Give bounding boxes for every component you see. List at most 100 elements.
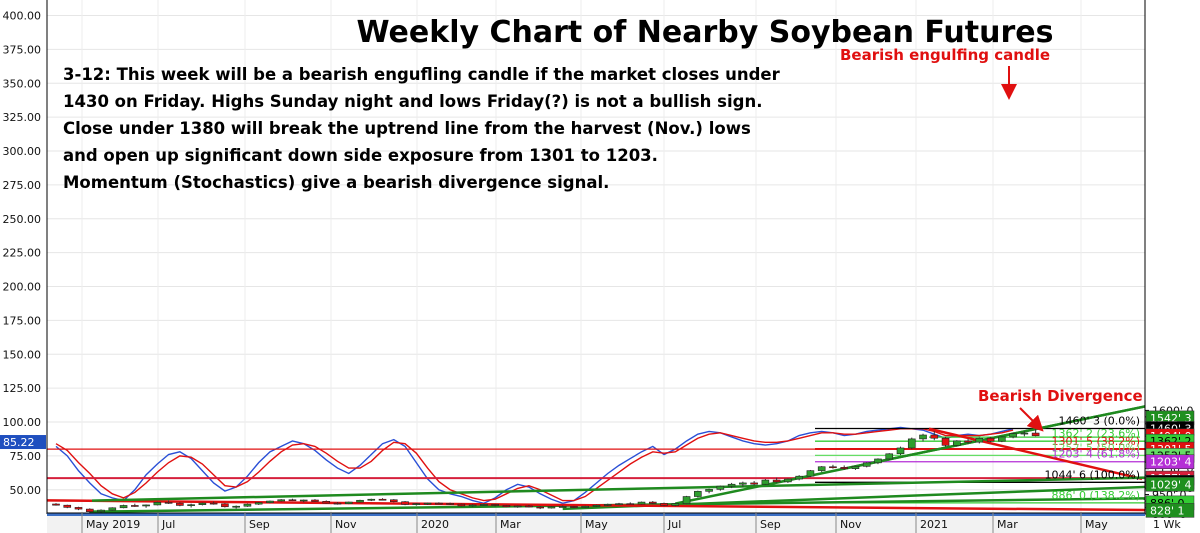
time-tick-label: Mar xyxy=(500,518,521,531)
left-tick-label: 300.00 xyxy=(3,145,42,158)
candle-body xyxy=(423,502,432,505)
candle-body xyxy=(311,499,319,502)
candle-body xyxy=(558,506,567,508)
right-axis: 1600' 01550' 01500' 01450' 01400' 01350'… xyxy=(1144,0,1195,521)
candle-body xyxy=(491,504,499,506)
candle-body xyxy=(840,467,849,469)
trend-line-harvest xyxy=(843,405,1145,470)
candle-body xyxy=(1009,433,1017,438)
price-tag-label: 1203' 4 xyxy=(1150,456,1192,469)
time-axis-strip xyxy=(47,513,1145,533)
candle-body xyxy=(119,505,128,509)
candle-body xyxy=(716,485,725,490)
candle-body xyxy=(446,503,454,505)
candle-body xyxy=(1031,432,1040,437)
candle-body xyxy=(513,505,522,508)
text-layer: 1460' 3 (0.0%)1362' 2 (23.6%)1301' 5 (38… xyxy=(63,15,1143,502)
left-tick-label: 150.00 xyxy=(3,348,42,361)
fib-level-label: 1301' 5 (38.2%) xyxy=(1051,435,1140,448)
candle-body xyxy=(412,503,421,505)
stochastic-d-line xyxy=(55,428,1014,502)
candle-body xyxy=(998,436,1006,442)
candle-body xyxy=(378,498,387,501)
note-line: Momentum (Stochastics) give a bearish di… xyxy=(63,173,609,192)
candle-body xyxy=(1020,432,1029,435)
candle-body xyxy=(266,500,274,503)
candle-body xyxy=(288,499,297,502)
candle-body xyxy=(74,507,83,510)
candle-body xyxy=(333,502,342,505)
candle-body xyxy=(592,504,601,507)
candle-body xyxy=(547,506,556,509)
candle-body xyxy=(885,453,894,460)
candle-body xyxy=(468,504,477,507)
candle-body xyxy=(806,470,815,477)
time-tick-label: Sep xyxy=(760,518,781,531)
candle-body xyxy=(671,503,680,506)
candle-body xyxy=(525,505,533,508)
candle-body xyxy=(615,503,623,505)
candle-body xyxy=(108,507,117,511)
candle-body xyxy=(277,499,286,502)
candle-body xyxy=(772,479,781,483)
candle-body xyxy=(457,503,466,507)
candle-body xyxy=(142,504,150,507)
left-tick-label: 325.00 xyxy=(3,111,42,124)
candle-body xyxy=(63,504,72,508)
candle-body xyxy=(862,462,871,467)
candle-body xyxy=(153,502,162,506)
candle-body xyxy=(603,504,612,506)
candle-body xyxy=(322,501,331,504)
candle-body xyxy=(986,437,995,442)
candle-body xyxy=(626,503,635,505)
time-tick-label: May 2019 xyxy=(86,518,140,531)
left-tick-label: 400.00 xyxy=(3,10,42,23)
candle-body xyxy=(660,503,668,506)
time-tick-label: Jul xyxy=(667,518,681,531)
price-tag xyxy=(1145,477,1195,492)
candle-body xyxy=(694,491,702,497)
candle-body xyxy=(187,504,195,506)
fib-level-label: 1044' 6 (100.0%) xyxy=(1044,468,1140,481)
left-tick-label: 125.00 xyxy=(3,382,42,395)
candle-body xyxy=(435,502,443,505)
candle-body xyxy=(176,502,184,506)
candle-body xyxy=(131,505,139,507)
candle-body xyxy=(941,437,950,446)
left-tick-label: 275.00 xyxy=(3,179,42,192)
candle-body xyxy=(570,506,578,508)
candle-body xyxy=(761,479,770,485)
fib-level-label: 1362' 2 (23.6%) xyxy=(1051,427,1140,440)
candle-body xyxy=(739,482,747,485)
left-tick-label: 100.00 xyxy=(3,416,42,429)
candle-body xyxy=(536,506,544,509)
candle-body xyxy=(480,504,488,506)
candle-body xyxy=(874,458,882,464)
candle-body xyxy=(232,505,240,508)
fib-level-label: 1252' 5 (50.0%) xyxy=(1051,441,1140,454)
candle-body xyxy=(919,434,927,440)
fib-level-label: 1203' 4 (61.8%) xyxy=(1051,448,1140,461)
fib-level-label: 1460' 3 (0.0%) xyxy=(1058,414,1140,427)
candle-body xyxy=(795,475,803,480)
time-tick-label: Jul xyxy=(161,518,175,531)
note-line: and open up significant down side exposu… xyxy=(63,146,658,165)
price-tag-label: 828' 1 xyxy=(1150,504,1185,517)
candle-body xyxy=(648,501,657,504)
time-tick-label: 2020 xyxy=(421,518,449,531)
candle-body xyxy=(401,501,409,505)
note-line: 3-12: This week will be a bearish engufl… xyxy=(63,65,781,84)
candle-body xyxy=(356,499,364,503)
candle-body xyxy=(952,440,961,446)
candles-layer xyxy=(52,427,1040,513)
candle-body xyxy=(829,466,837,469)
time-tick-label: Mar xyxy=(997,518,1018,531)
time-tick-label: May xyxy=(585,518,608,531)
plot-background xyxy=(47,0,1145,513)
annotation-bearish-divergence: Bearish Divergence xyxy=(978,387,1143,405)
left-tick-label: 250.00 xyxy=(3,213,42,226)
candle-body xyxy=(243,503,252,507)
note-line: 1430 on Friday. Highs Sunday night and l… xyxy=(63,92,762,111)
